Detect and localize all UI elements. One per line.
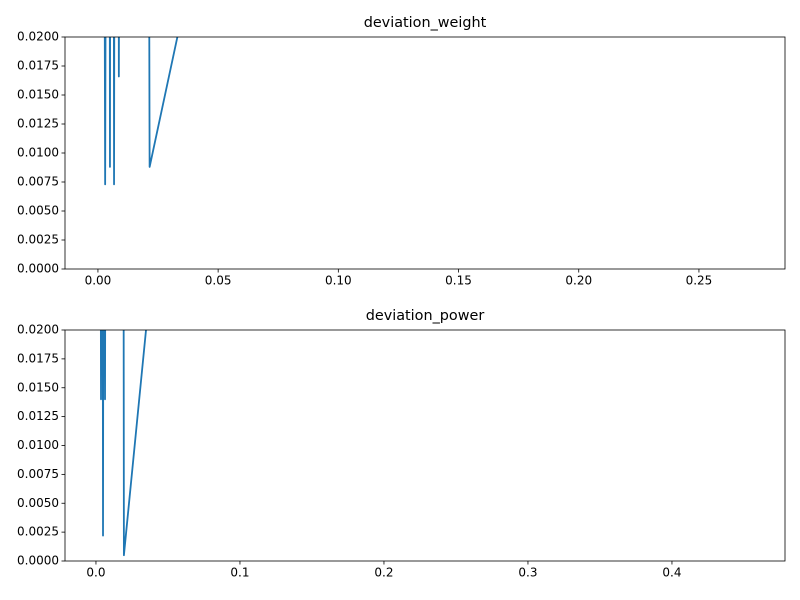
x-tick-label: 0.3 (518, 566, 537, 580)
y-tick-label: 0.0175 (17, 59, 59, 73)
y-tick-label: 0.0100 (17, 438, 59, 452)
y-tick-label: 0.0175 (17, 351, 59, 365)
y-tick-label: 0.0050 (17, 204, 59, 218)
y-tick-label: 0.0200 (17, 30, 59, 44)
x-tick-label: 0.00 (85, 274, 112, 288)
y-tick-label: 0.0125 (17, 117, 59, 131)
x-tick-label: 0.4 (662, 566, 681, 580)
y-tick-label: 0.0200 (17, 323, 59, 337)
y-tick-label: 0.0125 (17, 409, 59, 423)
chart-title: deviation_power (366, 308, 485, 324)
y-tick-label: 0.0000 (17, 554, 59, 568)
data-line (103, 37, 179, 186)
x-tick-label: 0.2 (374, 566, 393, 580)
y-tick-label: 0.0100 (17, 146, 59, 160)
x-tick-label: 0.15 (445, 274, 472, 288)
x-tick-label: 0.10 (325, 274, 352, 288)
chart-title: deviation_weight (364, 15, 487, 31)
y-tick-label: 0.0000 (17, 262, 59, 276)
y-tick-label: 0.0075 (17, 467, 59, 481)
axes-frame (64, 329, 786, 562)
subplot: deviation_weight 0.00 0.05 0.10 0.15 0.20 0.25… (17, 15, 786, 288)
y-tick-label: 0.0025 (17, 233, 59, 247)
y-tick-label: 0.0050 (17, 496, 59, 510)
x-tick-label: 0.1 (230, 566, 249, 580)
subplot: deviation_power 0.0 0.1 0.2 0.3 0.4 0.0000 0.00… (17, 308, 786, 580)
x-tick-label: 0.25 (686, 274, 713, 288)
x-tick-label: 0.0 (86, 566, 105, 580)
y-tick-label: 0.0150 (17, 88, 59, 102)
y-tick-label: 0.0150 (17, 380, 59, 394)
axes-frame (64, 36, 786, 270)
y-tick-label: 0.0025 (17, 525, 59, 539)
y-tick-label: 0.0075 (17, 175, 59, 189)
x-tick-label: 0.05 (205, 274, 232, 288)
x-tick-label: 0.20 (565, 274, 592, 288)
